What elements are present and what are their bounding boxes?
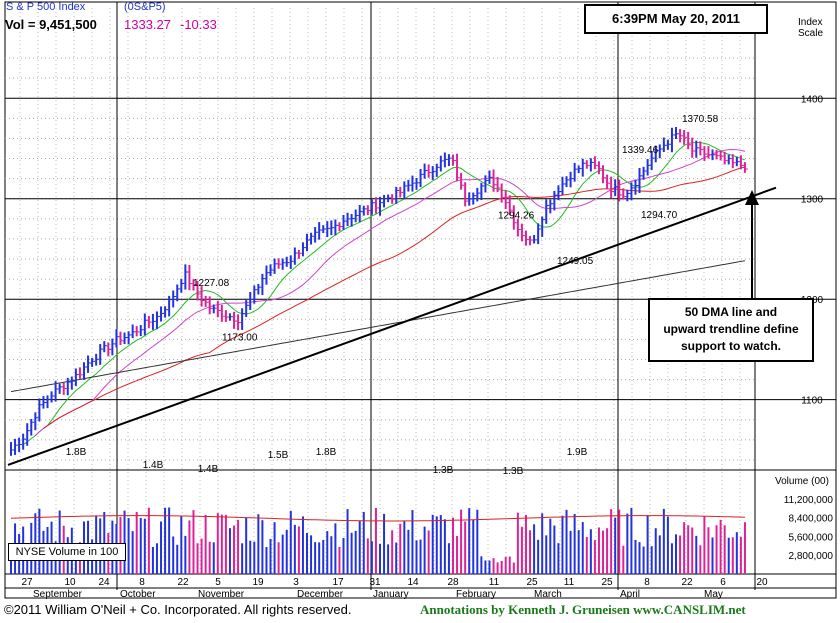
x-day-label: 25 xyxy=(526,577,538,588)
y-tick-label: 1100 xyxy=(801,396,823,407)
x-day-label: 24 xyxy=(98,577,110,588)
x-day-label: 8 xyxy=(644,577,650,588)
volume-tick-label: 2,800,000 xyxy=(789,551,834,562)
x-day-label: 8 xyxy=(139,577,145,588)
y-tick-label: 1300 xyxy=(801,195,824,206)
x-month-label: March xyxy=(534,589,562,600)
volume-annotation: 1.4B xyxy=(143,460,164,471)
annotation-box: 50 DMA line and upward trendline define … xyxy=(648,298,814,362)
x-day-label: 22 xyxy=(177,577,189,588)
x-day-label: 10 xyxy=(64,577,76,588)
x-day-label: 17 xyxy=(332,577,344,588)
x-day-label: 27 xyxy=(21,577,33,588)
volume-annotation: 1.3B xyxy=(433,465,454,476)
x-day-label: 14 xyxy=(407,577,419,588)
price-annotation: 1249.05 xyxy=(557,256,594,267)
arrow-head xyxy=(745,190,759,205)
price-annotation: 1294.26 xyxy=(498,211,535,222)
x-month-label: January xyxy=(373,589,409,600)
volume-tick-label: 11,200,000 xyxy=(784,495,834,506)
price-annotation: 1227.08 xyxy=(193,278,230,289)
price-annotation: 1339.46 xyxy=(622,145,659,156)
copyright-text: ©2011 William O'Neil + Co. Incorporated.… xyxy=(4,602,352,617)
volume-annotation: 1.5B xyxy=(268,450,289,461)
volume-average-line xyxy=(10,515,745,522)
axis-labels: 1100120013001400IndexScale27102482251931… xyxy=(21,17,833,600)
x-day-label: 3 xyxy=(293,577,299,588)
ticker-symbol: (0S&P5) xyxy=(124,1,166,13)
x-month-label: September xyxy=(33,589,83,600)
volume-tick-label: 8,400,000 xyxy=(789,514,834,525)
price-annotation: 1294.70 xyxy=(641,210,678,221)
ma21-line xyxy=(34,149,746,436)
price-annotation: 1173.00 xyxy=(222,332,258,343)
x-day-label: 28 xyxy=(447,577,459,588)
price-bars xyxy=(10,126,748,456)
volume-axis-title: Volume (00) xyxy=(775,476,829,487)
price-readout: 1333.27 xyxy=(124,17,171,32)
annotation-credit: Annotations by Kenneth J. Gruneisen www.… xyxy=(420,602,746,617)
x-month-label: October xyxy=(120,589,156,600)
datetime-box: 6:39PM May 20, 2011 xyxy=(584,4,768,34)
ma200-line xyxy=(10,260,746,393)
support-trendline xyxy=(7,186,777,466)
annotation-line: 50 DMA line and xyxy=(684,305,778,319)
moving-average-lines xyxy=(10,141,746,446)
volume-annotation: 1.8B xyxy=(316,447,337,458)
x-month-label: April xyxy=(620,589,640,600)
change-readout: -10.33 xyxy=(180,17,217,32)
grid xyxy=(4,1,837,599)
annotation-line: upward trendline define xyxy=(663,322,799,336)
x-day-label: 5 xyxy=(215,577,221,588)
x-month-label: February xyxy=(456,589,496,600)
x-day-label: 6 xyxy=(720,577,726,588)
ma50-line xyxy=(43,166,746,429)
volume-annotation: 1.8B xyxy=(66,447,87,458)
y-axis-title: Scale xyxy=(798,28,823,39)
x-month-label: December xyxy=(297,589,344,600)
x-month-label: May xyxy=(704,589,723,600)
x-day-label: 11 xyxy=(489,577,500,588)
x-day-label: 19 xyxy=(252,577,264,588)
trendline xyxy=(7,186,777,466)
nyse-volume-label: NYSE Volume in 100 xyxy=(8,543,126,561)
x-day-label: 22 xyxy=(681,577,693,588)
x-day-label: 25 xyxy=(601,577,613,588)
y-tick-label: 1400 xyxy=(801,94,824,105)
x-month-label: November xyxy=(198,589,245,600)
volume-readout: Vol = 9,451,500 xyxy=(5,17,97,32)
chart-title: S & P 500 Index xyxy=(6,1,86,13)
ma10-line xyxy=(22,141,746,446)
y-axis-title: Index xyxy=(798,17,822,28)
volume-tick-label: 5,600,000 xyxy=(789,532,834,543)
support-arrow xyxy=(745,190,759,298)
volume-bars xyxy=(10,507,746,574)
volume-annotation: 1.3B xyxy=(503,466,524,477)
volume-annotation: 1.4B xyxy=(198,464,219,475)
chart-frame xyxy=(4,1,837,599)
price-annotation: 1370.58 xyxy=(682,114,719,125)
x-day-label: 31 xyxy=(369,577,381,588)
volume-annotation: 1.9B xyxy=(567,447,588,458)
x-day-label: 11 xyxy=(564,577,575,588)
x-day-label: 20 xyxy=(756,577,768,588)
annotation-line: support to watch. xyxy=(681,339,781,353)
